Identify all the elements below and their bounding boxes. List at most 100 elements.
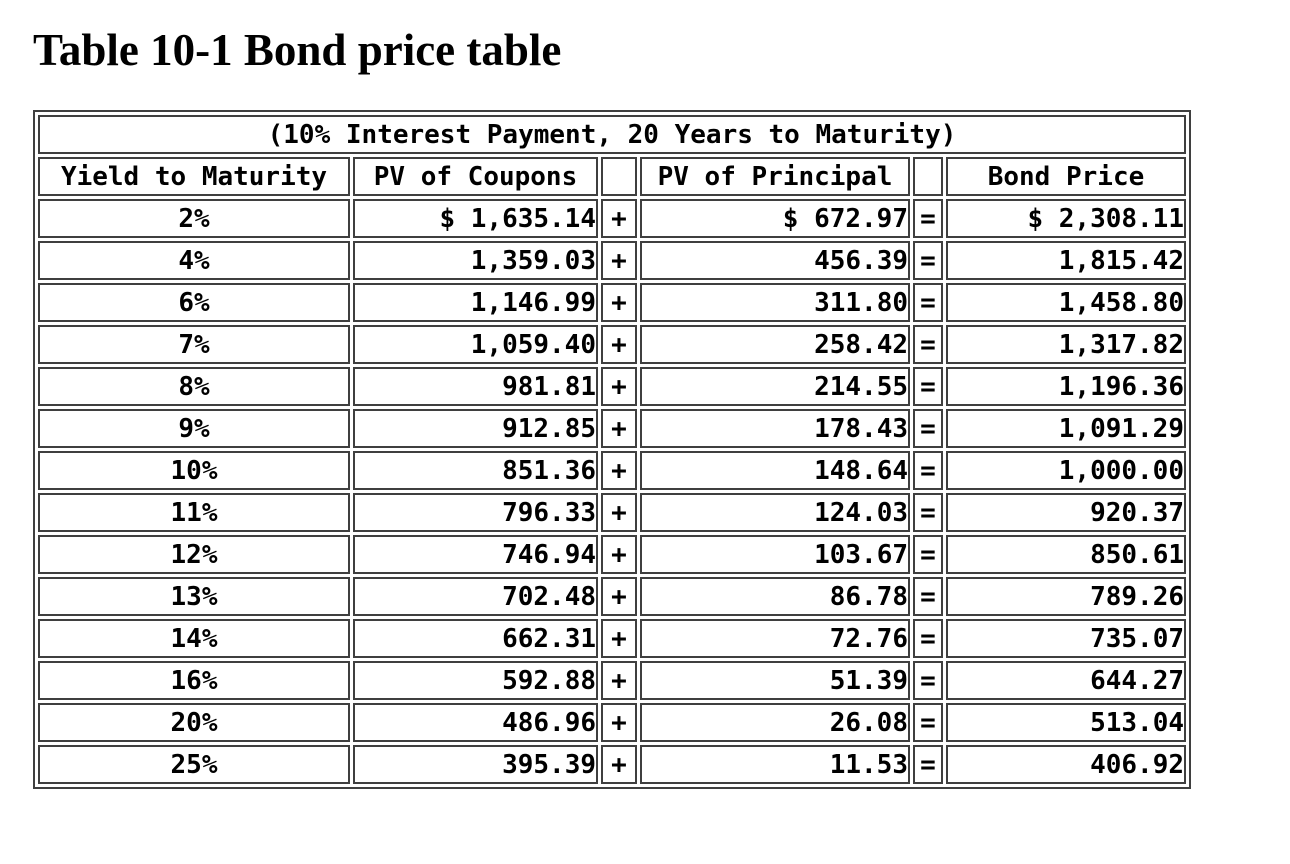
table-row: 10% 851.36 +148.64 = 1,000.00: [38, 451, 1186, 490]
yield-cell: 12%: [38, 535, 350, 574]
pv-principal-cell: 103.67: [640, 535, 910, 574]
bond-price-cell: 1,815.42: [946, 241, 1186, 280]
pv-coupons-cell: 912.85: [353, 409, 598, 448]
yield-cell: 9%: [38, 409, 350, 448]
table-row: 6% 1,146.99 +311.80 = 1,458.80: [38, 283, 1186, 322]
equals-operator: =: [913, 577, 943, 616]
plus-operator: +: [601, 241, 637, 280]
column-header-row: Yield to Maturity PV of Coupons PV of Pr…: [38, 157, 1186, 196]
equals-operator: =: [913, 451, 943, 490]
equals-operator: =: [913, 367, 943, 406]
pv-coupons-cell: $ 1,635.14: [353, 199, 598, 238]
bond-price-cell: 644.27: [946, 661, 1186, 700]
table-row: 7% 1,059.40 +258.42 = 1,317.82: [38, 325, 1186, 364]
table-row: 9% 912.85 +178.43 = 1,091.29: [38, 409, 1186, 448]
bond-price-cell: $ 2,308.11: [946, 199, 1186, 238]
table-body: 2% $ 1,635.14 + $ 672.97 = $ 2,308.11 4% 1,359.…: [38, 199, 1186, 784]
pv-principal-cell: 214.55: [640, 367, 910, 406]
bond-price-cell: 850.61: [946, 535, 1186, 574]
page-title: Table 10-1 Bond price table: [33, 25, 562, 75]
yield-cell: 25%: [38, 745, 350, 784]
plus-operator: +: [601, 325, 637, 364]
pv-coupons-cell: 796.33: [353, 493, 598, 532]
bond-price-cell: 735.07: [946, 619, 1186, 658]
plus-operator: +: [601, 451, 637, 490]
pv-principal-cell: 86.78: [640, 577, 910, 616]
table-row: 25% 395.39 +11.53 = 406.92: [38, 745, 1186, 784]
equals-operator: =: [913, 493, 943, 532]
equals-operator: =: [913, 661, 943, 700]
column-header-coupons: PV of Coupons: [353, 157, 598, 196]
pv-principal-cell: 11.53: [640, 745, 910, 784]
column-header-price: Bond Price: [946, 157, 1186, 196]
bond-price-cell: 1,091.29: [946, 409, 1186, 448]
table-row: 13% 702.48 +86.78 = 789.26: [38, 577, 1186, 616]
pv-principal-cell: 26.08: [640, 703, 910, 742]
bond-price-table: (10% Interest Payment, 20 Years to Matur…: [33, 110, 1191, 789]
bond-price-cell: 789.26: [946, 577, 1186, 616]
table-row: 11% 796.33 +124.03 = 920.37: [38, 493, 1186, 532]
bond-price-cell: 1,000.00: [946, 451, 1186, 490]
yield-cell: 6%: [38, 283, 350, 322]
bond-price-cell: 406.92: [946, 745, 1186, 784]
caption-row: (10% Interest Payment, 20 Years to Matur…: [38, 115, 1186, 154]
yield-cell: 2%: [38, 199, 350, 238]
bond-price-cell: 1,317.82: [946, 325, 1186, 364]
yield-cell: 14%: [38, 619, 350, 658]
yield-cell: 16%: [38, 661, 350, 700]
pv-coupons-cell: 702.48: [353, 577, 598, 616]
pv-principal-cell: 258.42: [640, 325, 910, 364]
pv-principal-cell: 148.64: [640, 451, 910, 490]
pv-principal-cell: 51.39: [640, 661, 910, 700]
yield-cell: 20%: [38, 703, 350, 742]
pv-coupons-cell: 1,359.03: [353, 241, 598, 280]
table-caption: (10% Interest Payment, 20 Years to Matur…: [38, 115, 1186, 154]
equals-operator: =: [913, 283, 943, 322]
plus-operator: +: [601, 619, 637, 658]
pv-principal-cell: 456.39: [640, 241, 910, 280]
equals-operator: =: [913, 199, 943, 238]
header-spacer-plus: [601, 157, 637, 196]
yield-cell: 13%: [38, 577, 350, 616]
pv-principal-cell: 72.76: [640, 619, 910, 658]
pv-coupons-cell: 746.94: [353, 535, 598, 574]
yield-cell: 4%: [38, 241, 350, 280]
bond-price-cell: 920.37: [946, 493, 1186, 532]
plus-operator: +: [601, 577, 637, 616]
equals-operator: =: [913, 619, 943, 658]
table-row: 2% $ 1,635.14 + $ 672.97 = $ 2,308.11: [38, 199, 1186, 238]
pv-principal-cell: 178.43: [640, 409, 910, 448]
yield-cell: 11%: [38, 493, 350, 532]
bond-price-cell: 513.04: [946, 703, 1186, 742]
plus-operator: +: [601, 367, 637, 406]
equals-operator: =: [913, 241, 943, 280]
column-header-yield: Yield to Maturity: [38, 157, 350, 196]
pv-coupons-cell: 981.81: [353, 367, 598, 406]
pv-coupons-cell: 592.88: [353, 661, 598, 700]
table-row: 16% 592.88 +51.39 = 644.27: [38, 661, 1186, 700]
bond-price-cell: 1,196.36: [946, 367, 1186, 406]
pv-principal-cell: 311.80: [640, 283, 910, 322]
pv-principal-cell: 124.03: [640, 493, 910, 532]
plus-operator: +: [601, 535, 637, 574]
plus-operator: +: [601, 283, 637, 322]
yield-cell: 8%: [38, 367, 350, 406]
column-header-principal: PV of Principal: [640, 157, 910, 196]
table-row: 12% 746.94 +103.67 = 850.61: [38, 535, 1186, 574]
pv-coupons-cell: 662.31: [353, 619, 598, 658]
header-spacer-equals: [913, 157, 943, 196]
page: Table 10-1 Bond price table (10% Interes…: [33, 25, 1191, 789]
plus-operator: +: [601, 493, 637, 532]
table-row: 8% 981.81 +214.55 = 1,196.36: [38, 367, 1186, 406]
equals-operator: =: [913, 325, 943, 364]
plus-operator: +: [601, 199, 637, 238]
table-row: 4% 1,359.03 +456.39 = 1,815.42: [38, 241, 1186, 280]
equals-operator: =: [913, 745, 943, 784]
plus-operator: +: [601, 703, 637, 742]
pv-coupons-cell: 1,059.40: [353, 325, 598, 364]
equals-operator: =: [913, 703, 943, 742]
bond-price-cell: 1,458.80: [946, 283, 1186, 322]
plus-operator: +: [601, 661, 637, 700]
yield-cell: 10%: [38, 451, 350, 490]
table-row: 20% 486.96 +26.08 = 513.04: [38, 703, 1186, 742]
